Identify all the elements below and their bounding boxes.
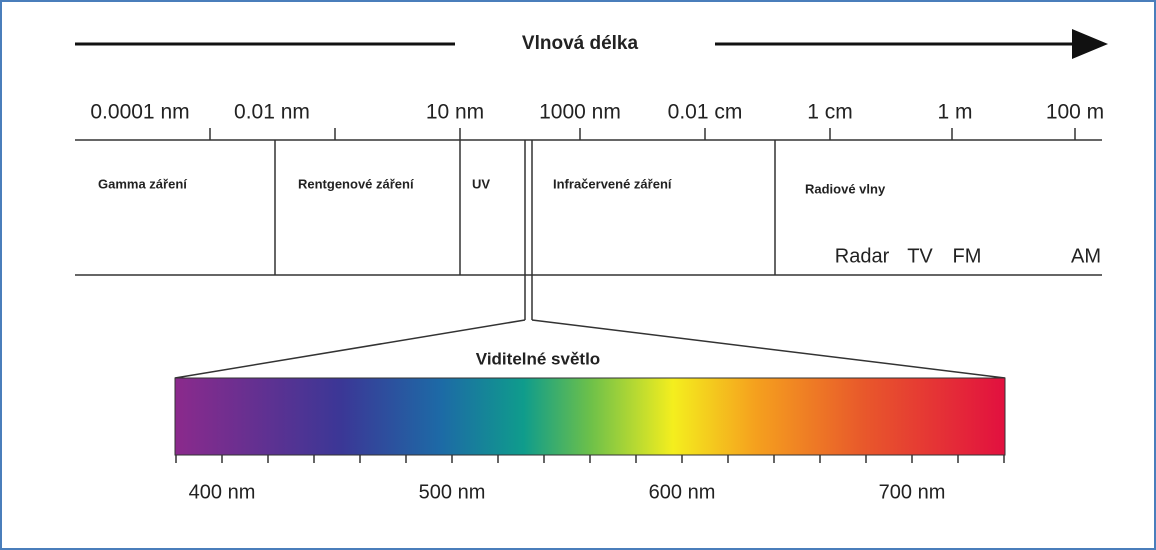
scale-label: 1 cm (807, 101, 853, 124)
radio-band: AM (1071, 245, 1101, 267)
region-label: Radiové vlny (805, 181, 886, 196)
region-label: Gamma záření (98, 176, 187, 191)
scale-labels: 0.0001 nm 0.01 nm 10 nm 1000 nm 0.01 cm … (90, 101, 1104, 124)
visible-tick-label: 400 nm (189, 481, 256, 503)
visible-spectrum (174, 377, 1006, 456)
scale-label: 100 m (1046, 101, 1104, 124)
band-box (75, 139, 1102, 379)
scale-label: 10 nm (426, 101, 484, 124)
radio-band: Radar (835, 245, 890, 267)
region-label: Rentgenové záření (298, 176, 414, 191)
visible-ticks (175, 455, 1005, 463)
visible-tick-label: 500 nm (419, 481, 486, 503)
scale-label: 0.01 cm (668, 101, 743, 124)
visible-tick-label: 700 nm (879, 481, 946, 503)
scale-label: 1 m (937, 101, 972, 124)
region-label: UV (472, 176, 490, 191)
scale-label: 0.01 nm (234, 101, 310, 124)
visible-tick-label: 600 nm (649, 481, 716, 503)
visible-title: Viditelné světlo (476, 349, 600, 368)
region-label: Infračervené záření (553, 176, 672, 191)
scale-ticks (209, 128, 1076, 140)
title: Vlnová délka (522, 33, 639, 54)
radio-band: TV (907, 245, 933, 267)
radio-band: FM (953, 245, 982, 267)
scale-label: 1000 nm (539, 101, 621, 124)
scale-label: 0.0001 nm (90, 101, 189, 124)
